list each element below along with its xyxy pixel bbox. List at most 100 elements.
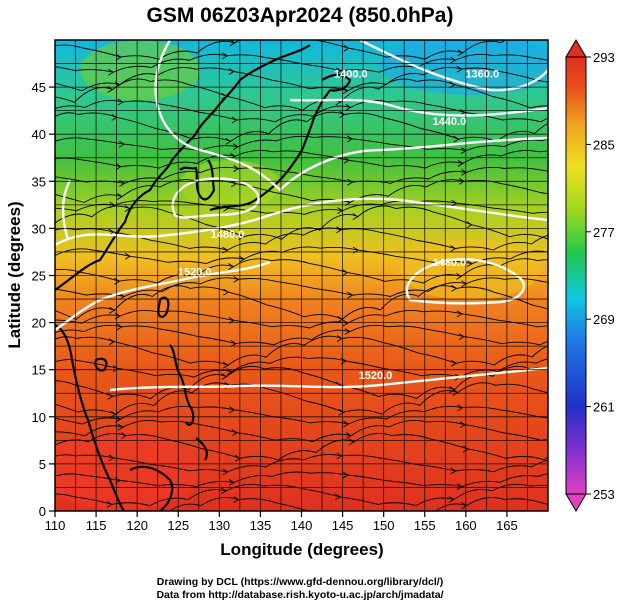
philippines-coastline	[169, 344, 208, 461]
credit-drawing: Drawing by DCL (https://www.gfd-dennou.o…	[156, 576, 444, 588]
streamline	[55, 149, 548, 169]
contour-label: 1400.0	[334, 69, 368, 81]
cool-patch	[380, 40, 548, 95]
y-tick-label: 10	[32, 410, 46, 425]
contour-1400	[289, 98, 548, 117]
japan-coastline	[209, 89, 331, 212]
taiwan-coastline	[156, 296, 170, 318]
streamline-arrow	[336, 335, 343, 342]
streamline-arrow	[229, 40, 236, 47]
contour-label: 1520.0	[359, 370, 393, 382]
streamline-arrow	[110, 410, 117, 418]
geopotential-contours	[55, 40, 548, 392]
streamline-arrow	[119, 293, 126, 300]
streamline-arrow	[238, 233, 245, 241]
streamline-arrow	[232, 143, 240, 151]
streamline-arrow	[336, 67, 343, 75]
hokkaido-coastline	[321, 73, 352, 92]
streamline-arrow	[116, 193, 124, 200]
streamline-arrow	[233, 496, 240, 504]
colorbar-tick-label: 285	[593, 137, 615, 152]
x-tick-label: 115	[86, 518, 107, 533]
streamline-arrow	[223, 288, 230, 296]
streamline-arrow	[451, 284, 458, 292]
streamline-arrow	[348, 438, 356, 446]
streamline-arrow	[225, 138, 232, 145]
asia-coastline	[55, 44, 311, 291]
contour-1480a	[171, 177, 260, 219]
credit-data: Data from http://database.rish.kyoto-u.a…	[156, 589, 444, 601]
contour-1520a	[55, 260, 271, 331]
streamline-arrow	[336, 452, 343, 460]
streamline-arrow	[456, 483, 463, 490]
streamline-arrow	[345, 432, 352, 440]
streamline	[55, 454, 548, 473]
colorbar-ticks: 293 285 277 269 261 253	[586, 50, 615, 502]
x-axis-title: Longitude (degrees)	[220, 540, 383, 559]
streamline-arrow	[462, 445, 470, 453]
streamline-arrow	[233, 275, 240, 283]
streamline-arrow	[229, 406, 236, 414]
streamline-arrow	[116, 323, 123, 331]
y-tick-label: 20	[32, 316, 46, 331]
streamline-arrow	[344, 328, 351, 335]
streamline-arrow	[230, 180, 238, 188]
contour-1520b	[109, 366, 548, 392]
streamline-arrow	[461, 502, 468, 509]
page-title: GSM 06Z03Apr2024 (850.0hPa)	[146, 4, 454, 27]
x-tick-label: 120	[126, 518, 148, 533]
streamline	[55, 382, 548, 415]
streamline-arrow	[345, 103, 352, 111]
streamline-arrow	[334, 493, 341, 501]
streamline-arrow	[347, 291, 354, 299]
streamline-arrow	[461, 280, 468, 288]
y-tick-label: 30	[32, 221, 46, 236]
streamline	[55, 227, 548, 251]
streamline-arrow	[220, 487, 227, 495]
streamline	[55, 135, 548, 152]
latitude-axis: 0 5 10 15 20 25 30 35 40 45	[32, 80, 55, 519]
warm-patch	[80, 40, 200, 100]
streamline-arrow	[343, 420, 350, 428]
streamline	[55, 285, 548, 320]
colorbar-tick-label: 261	[593, 400, 615, 415]
streamline	[55, 166, 548, 184]
streamline-arrow	[222, 52, 229, 60]
contour-1360	[359, 40, 548, 92]
contour-1480c	[405, 258, 526, 305]
streamline	[55, 309, 548, 329]
streamline	[55, 40, 507, 60]
streamline-arrow	[466, 260, 473, 267]
streamline-arrow	[115, 53, 122, 61]
streamline-arrow	[352, 213, 359, 220]
contour-1480b	[55, 197, 548, 247]
streamline-arrow	[238, 255, 245, 263]
streamline-arrow	[342, 269, 349, 276]
colorbar-tick-label: 277	[593, 225, 615, 240]
colorbar-tick-label: 253	[593, 487, 615, 502]
streamline-arrow	[106, 500, 113, 508]
x-tick-label: 155	[414, 518, 436, 533]
streamline	[55, 471, 548, 488]
colorbar-tick-label: 269	[593, 312, 615, 327]
streamline-arrow	[228, 68, 235, 75]
streamline-arrow	[466, 221, 473, 229]
streamline-arrow	[120, 432, 128, 440]
colorbar-body	[565, 56, 587, 495]
streamline	[55, 246, 548, 265]
contour-1440	[154, 40, 548, 192]
x-tick-label: 110	[45, 518, 66, 533]
streamline-arrow	[233, 165, 240, 172]
streamline-arrow	[458, 333, 465, 341]
streamline-arrow	[231, 429, 238, 437]
x-tick-label: 165	[496, 518, 518, 533]
streamline	[169, 497, 548, 511]
y-tick-label: 45	[32, 80, 46, 95]
streamline-arrow	[228, 263, 235, 270]
streamline-arrow	[342, 319, 349, 327]
x-tick-label: 125	[167, 518, 189, 533]
streamline-arrow	[450, 56, 457, 64]
streamline-arrow	[338, 408, 345, 416]
streamline	[55, 205, 548, 240]
